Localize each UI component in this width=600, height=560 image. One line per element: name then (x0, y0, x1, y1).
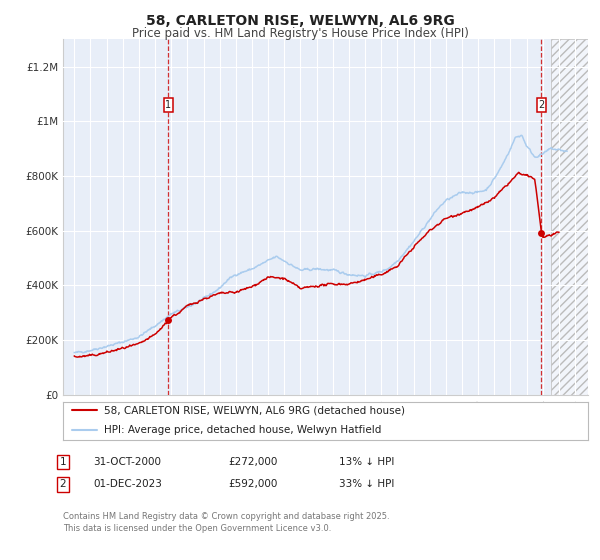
Text: Contains HM Land Registry data © Crown copyright and database right 2025.
This d: Contains HM Land Registry data © Crown c… (63, 512, 389, 533)
Text: 58, CARLETON RISE, WELWYN, AL6 9RG (detached house): 58, CARLETON RISE, WELWYN, AL6 9RG (deta… (104, 405, 405, 416)
Text: 2: 2 (538, 100, 545, 110)
Text: 01-DEC-2023: 01-DEC-2023 (93, 479, 162, 489)
Text: £592,000: £592,000 (228, 479, 277, 489)
Text: 1: 1 (59, 457, 67, 467)
Text: Price paid vs. HM Land Registry's House Price Index (HPI): Price paid vs. HM Land Registry's House … (131, 27, 469, 40)
Text: £272,000: £272,000 (228, 457, 277, 467)
Bar (551, 39, 588, 395)
Text: 2: 2 (59, 479, 67, 489)
Text: 33% ↓ HPI: 33% ↓ HPI (339, 479, 394, 489)
Text: 31-OCT-2000: 31-OCT-2000 (93, 457, 161, 467)
Text: 58, CARLETON RISE, WELWYN, AL6 9RG: 58, CARLETON RISE, WELWYN, AL6 9RG (146, 14, 454, 28)
Text: 1: 1 (166, 100, 172, 110)
Text: 13% ↓ HPI: 13% ↓ HPI (339, 457, 394, 467)
Bar (551, 39, 588, 395)
Text: HPI: Average price, detached house, Welwyn Hatfield: HPI: Average price, detached house, Welw… (104, 425, 382, 435)
